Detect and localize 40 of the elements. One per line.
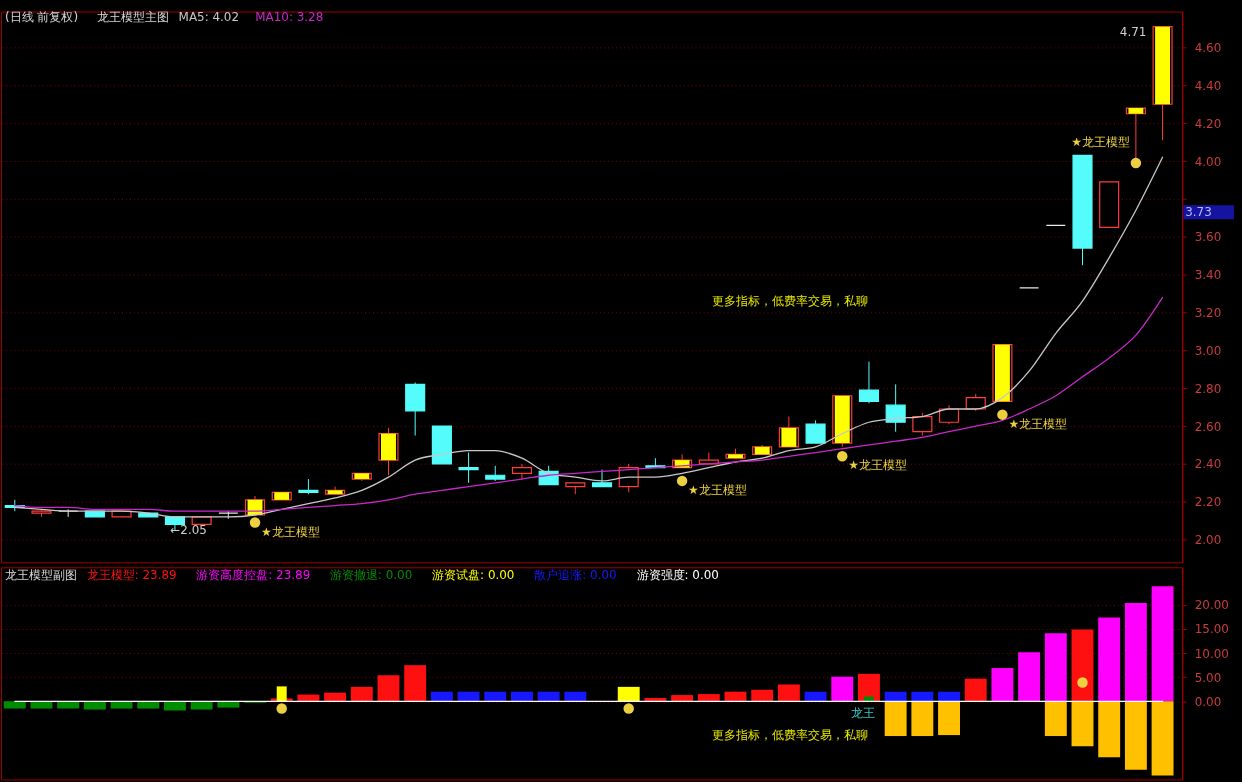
data-label: ★龙王模型 [688, 482, 747, 497]
chart-title: (日线 前复权) [4, 10, 79, 25]
annotation: ←2.05 [170, 523, 207, 538]
text: 游资试盘: 0.00 [432, 568, 515, 583]
y-tick-label: 4.20 [1194, 116, 1222, 131]
text: MA10: 3.28 [255, 10, 324, 25]
chart-subtitle: 龙王模型主图 [96, 10, 169, 25]
text: MA5: 4.02 [178, 10, 240, 25]
y-tick-label: 4.00 [1194, 154, 1222, 169]
y-tick-label: 5.00 [1194, 670, 1222, 685]
annotation: 龙王 [850, 705, 875, 720]
y-tick-label: 2.60 [1194, 419, 1222, 434]
annotation: 更多指标，低费率交易，私聊 [712, 294, 869, 309]
data-label: ★龙王模型 [1008, 416, 1068, 431]
annotation: 4.71 [1119, 25, 1147, 40]
text: 散户追涨: 0.00 [534, 568, 617, 583]
y-tick-label: 3.20 [1194, 305, 1222, 320]
annotation: 更多指标，低费率交易，私聊 [712, 727, 869, 742]
text: 游资强度: 0.00 [636, 568, 719, 583]
y-tick-label: 2.40 [1194, 457, 1222, 472]
y-tick-label: 4.60 [1194, 40, 1222, 55]
ref-line-label: 3.73 [1185, 205, 1212, 220]
y-tick-label: 3.60 [1194, 230, 1222, 245]
y-tick-label: 20.00 [1194, 598, 1229, 613]
data-label: ★龙王模型 [1071, 135, 1130, 150]
text: 游资撤退: 0.00 [329, 568, 413, 583]
y-tick-label: 3.40 [1194, 268, 1222, 283]
data-label: ★龙王模型 [261, 524, 320, 539]
y-tick-label: 2.80 [1194, 381, 1222, 396]
y-tick-label: 15.00 [1194, 622, 1229, 637]
y-tick-label: 0.00 [1194, 694, 1222, 709]
y-tick-label: 3.00 [1194, 343, 1222, 358]
data-label: ★龙王模型 [848, 458, 907, 473]
text: 游资高度控盘: 23.89 [196, 568, 311, 583]
y-tick-label: 2.20 [1194, 495, 1222, 510]
chart-title: 龙王模型副图 [4, 568, 77, 583]
y-tick-label: 2.00 [1194, 533, 1222, 548]
y-tick-label: 4.40 [1194, 78, 1222, 93]
text: 龙王模型: 23.89 [86, 568, 177, 583]
y-tick-label: 10.00 [1194, 646, 1229, 661]
